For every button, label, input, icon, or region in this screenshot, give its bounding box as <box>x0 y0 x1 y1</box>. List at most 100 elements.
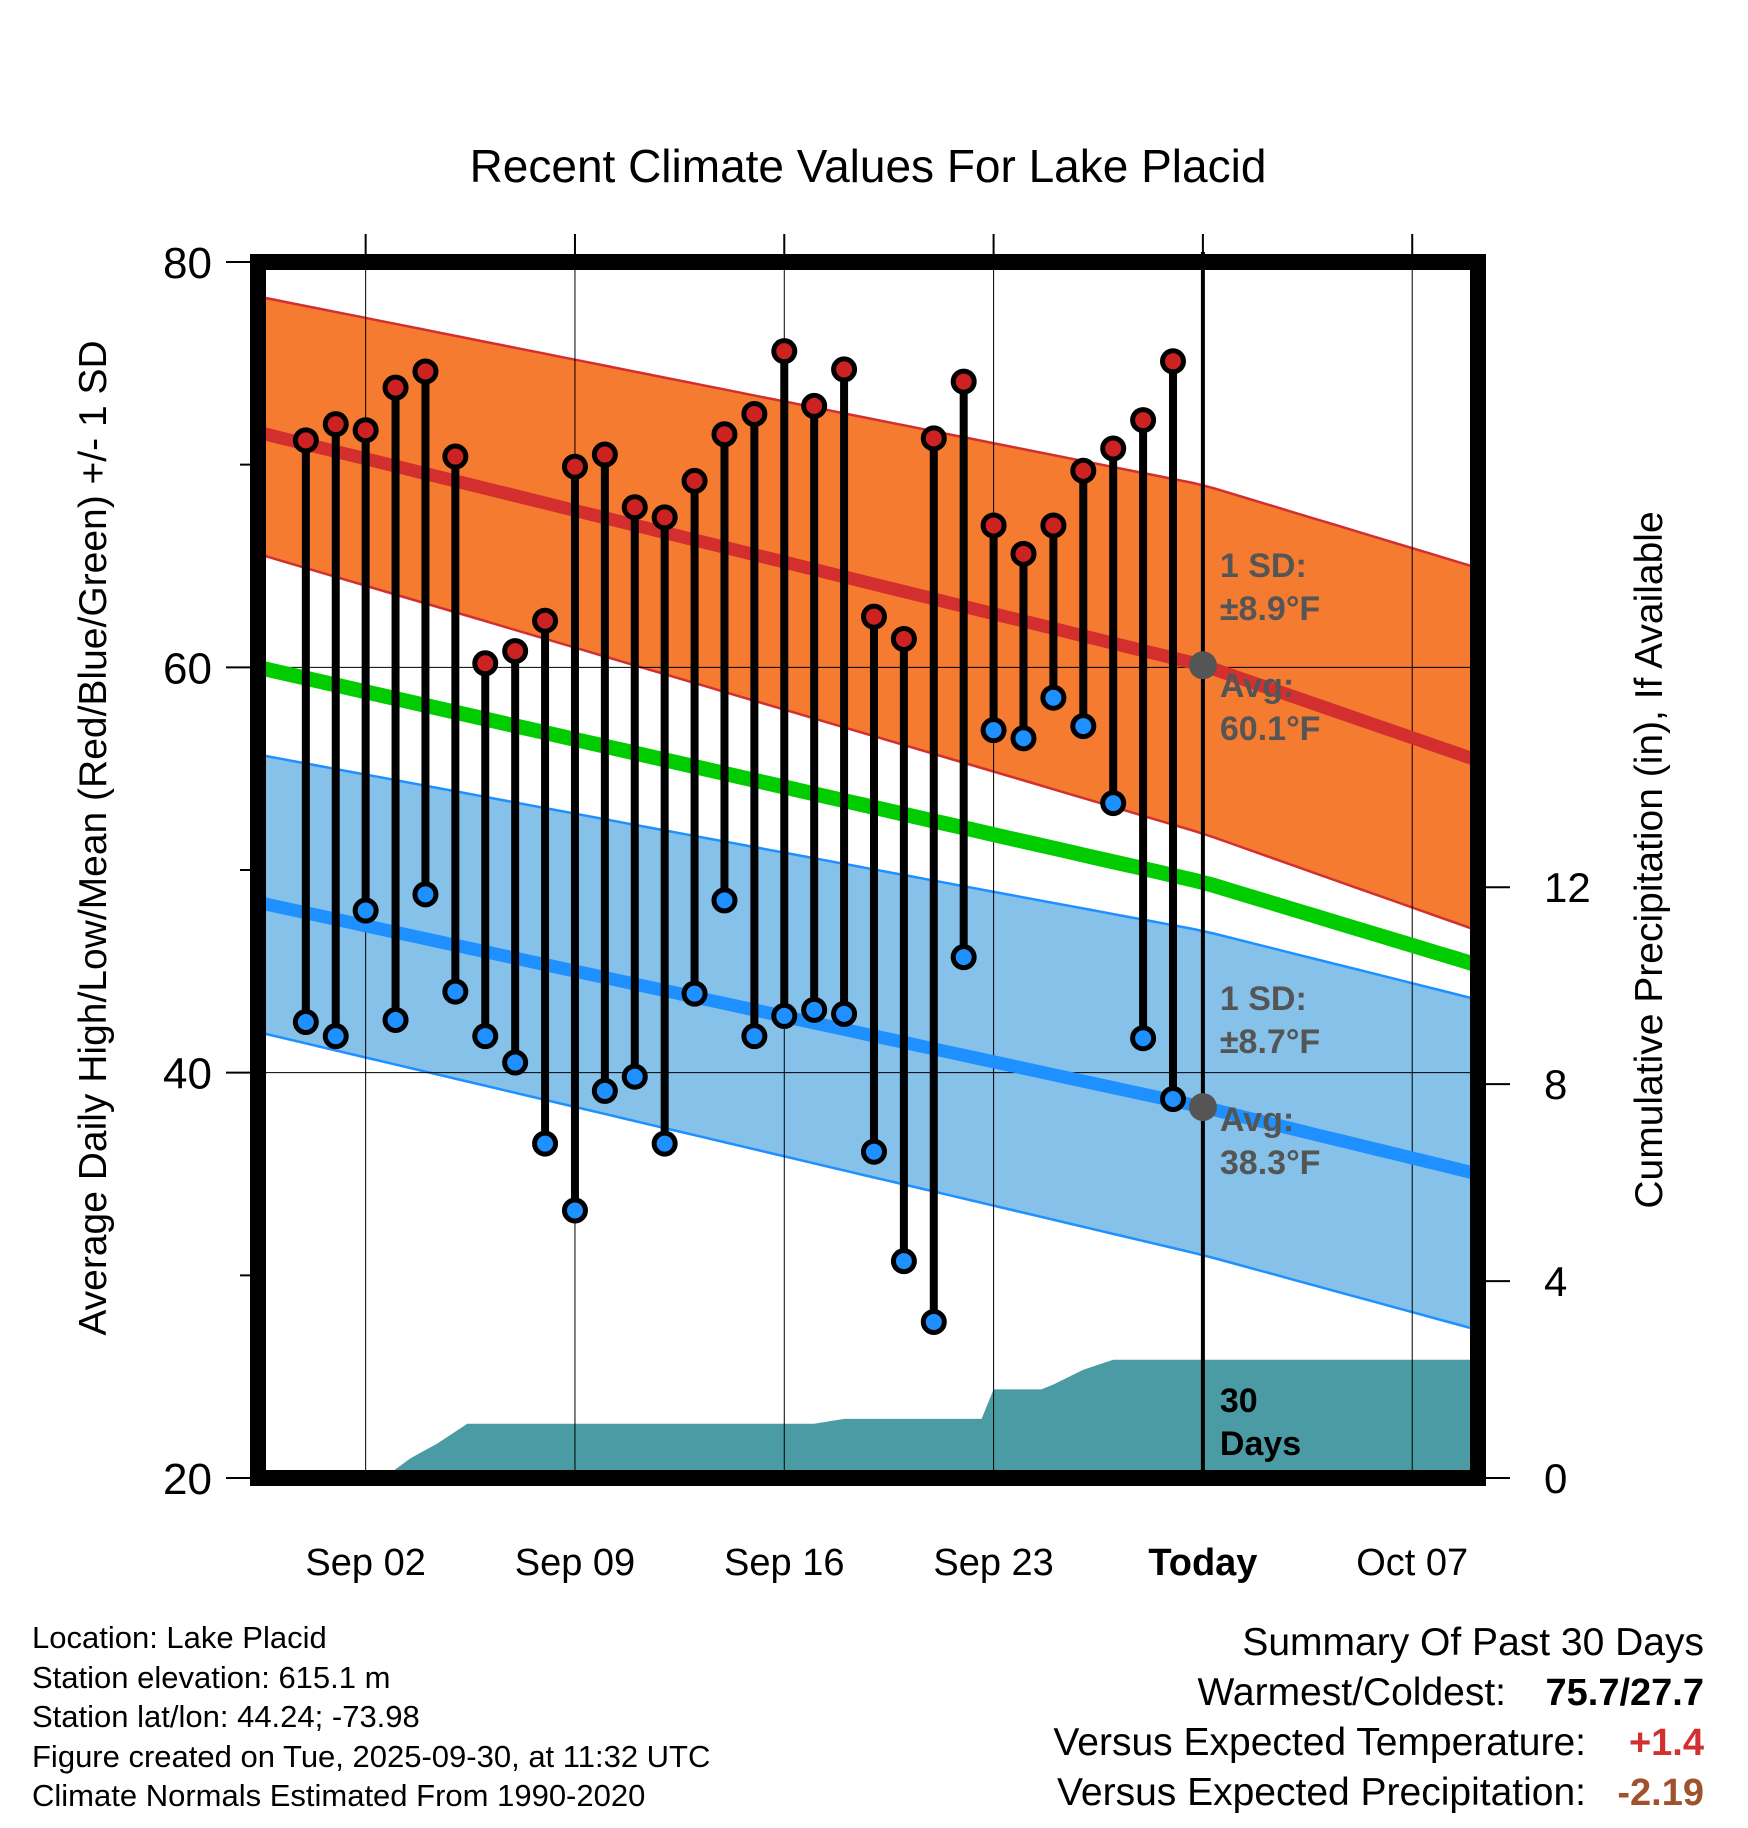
precip-area <box>258 1359 1478 1478</box>
daily-high-point <box>322 411 349 438</box>
daily-high-point <box>860 603 887 630</box>
today-low-normal-marker <box>1188 1093 1217 1122</box>
daily-low-point <box>771 1002 798 1029</box>
daily-high-point <box>741 401 768 427</box>
x-tick-label: Sep 09 <box>515 1542 635 1584</box>
summary-panel: Summary Of Past 30 Days Warmest/Coldest:… <box>804 1618 1704 1818</box>
temp-anomaly-value: +1.4 <box>1628 1722 1704 1764</box>
y2-tick-label: 8 <box>1544 1061 1567 1108</box>
high-sd-annotation: 1 SD: ±8.9°F <box>1220 547 1320 628</box>
y-tick-label: 80 <box>163 239 212 288</box>
daily-low-point <box>980 717 1007 744</box>
chart-title: Recent Climate Values For Lake Placid <box>470 140 1267 192</box>
daily-high-point <box>442 443 469 470</box>
low-sd-annotation-line: 1 SD: <box>1220 980 1307 1018</box>
y-tick-label: 20 <box>163 1455 212 1504</box>
daily-low-point <box>382 1006 409 1033</box>
daily-high-point <box>980 512 1007 539</box>
info-elevation: Station elevation: 615.1 m <box>32 1659 391 1695</box>
x-tick-label: Oct 07 <box>1356 1542 1468 1584</box>
info-created: Figure created on Tue, 2025-09-30, at 11… <box>32 1738 711 1774</box>
temp-anomaly-label: Versus Expected Temperature: <box>1053 1721 1586 1764</box>
low-avg-annotation-line: Avg: <box>1220 1101 1294 1139</box>
daily-high-point <box>591 441 618 468</box>
info-location: Location: Lake Placid <box>32 1620 327 1655</box>
daily-high-point <box>801 392 828 419</box>
x-tick-label: Today <box>1148 1542 1257 1584</box>
daily-high-point <box>532 607 559 634</box>
precip-days-annotation: 30 Days <box>1220 1382 1301 1463</box>
daily-low-point <box>561 1197 588 1224</box>
daily-low-point <box>651 1130 678 1157</box>
daily-high-point <box>292 427 319 454</box>
daily-low-point <box>1100 790 1127 817</box>
daily-high-point <box>382 374 409 401</box>
high-sd-annotation-line: ±8.9°F <box>1220 590 1320 628</box>
daily-high-point <box>352 417 379 444</box>
daily-low-point <box>472 1023 499 1050</box>
daily-low-point <box>860 1138 887 1165</box>
daily-low-point <box>412 881 439 908</box>
today-high-normal-marker <box>1188 651 1217 680</box>
daily-high-point <box>502 638 529 665</box>
y-axis-label: Average Daily High/Low/Mean (Red/Blue/Gr… <box>72 340 115 1335</box>
daily-low-point <box>621 1063 648 1090</box>
info-latlon: Station lat/lon: 44.24; -73.98 <box>32 1699 420 1734</box>
daily-high-point <box>1040 512 1067 539</box>
low-sd-annotation-line: ±8.7°F <box>1220 1023 1320 1061</box>
low-sd-upper-edge <box>257 753 1479 1001</box>
daily-high-point <box>771 338 798 365</box>
warm-cold-value: 75.7/27.7 <box>1545 1672 1704 1714</box>
y2-tick-label: 0 <box>1544 1455 1567 1502</box>
climate-chart: 1 SD: ±8.9°F Avg: 60.1°F 1 SD: ±8.7°F Avg: 38.3… <box>72 140 1671 1610</box>
daily-high-point <box>1130 407 1157 434</box>
daily-low-point <box>890 1248 917 1275</box>
precip-days-annotation-line: 30 <box>1220 1382 1258 1420</box>
daily-low-point <box>950 944 977 971</box>
y2-tick-label: 4 <box>1544 1258 1567 1305</box>
daily-low-point <box>1010 725 1037 752</box>
daily-high-point <box>920 425 947 452</box>
x-tick-label: Sep 02 <box>305 1542 425 1584</box>
daily-high-point <box>651 504 678 531</box>
y-tick-label: 60 <box>163 644 212 693</box>
daily-low-point <box>442 978 469 1005</box>
x-axis-label: Day <box>834 1605 902 1610</box>
daily-high-point <box>561 453 588 480</box>
high-sd-upper-edge <box>257 295 1479 570</box>
mean-normal-line <box>256 659 1481 973</box>
x-tick-label: Sep 23 <box>933 1542 1053 1584</box>
high-sd-lower-edge <box>257 552 1479 932</box>
daily-high-point <box>1100 435 1127 462</box>
low-avg-annotation: Avg: 38.3°F <box>1220 1101 1321 1182</box>
warm-cold-label: Warmest/Coldest: <box>1197 1671 1506 1714</box>
daily-low-point <box>831 1000 858 1027</box>
daily-low-point <box>681 980 708 1007</box>
low-avg-annotation-line: 38.3°F <box>1220 1144 1321 1182</box>
summary-title: Summary Of Past 30 Days <box>1242 1621 1704 1664</box>
daily-high-point <box>711 421 738 448</box>
daily-high-point <box>1010 540 1037 567</box>
high-normal-line <box>256 425 1481 767</box>
daily-low-point <box>352 897 379 924</box>
y-tick-label: 40 <box>163 1050 212 1099</box>
daily-low-point <box>741 1023 768 1050</box>
daily-low-point <box>1070 713 1097 740</box>
precip-anomaly-label: Versus Expected Precipitation: <box>1057 1771 1586 1814</box>
daily-low-point <box>322 1023 349 1050</box>
info-normals: Climate Normals Estimated From 1990-2020 <box>32 1778 646 1813</box>
high-avg-annotation: Avg: 60.1°F <box>1220 667 1321 748</box>
station-info: Location: Lake Placid Station elevation:… <box>32 1618 710 1816</box>
daily-low-point <box>1160 1086 1186 1113</box>
daily-low-point <box>711 887 738 914</box>
precip-days-annotation-line: Days <box>1220 1425 1301 1463</box>
daily-low-point <box>532 1130 559 1157</box>
daily-low-point <box>801 996 828 1023</box>
daily-high-point <box>681 467 708 494</box>
high-avg-annotation-line: 60.1°F <box>1220 710 1321 748</box>
daily-low-point <box>502 1049 529 1076</box>
low-sd-band <box>258 754 1478 1331</box>
y2-tick-label: 12 <box>1544 864 1591 911</box>
daily-high-point <box>950 368 977 395</box>
daily-high-point <box>831 356 858 383</box>
